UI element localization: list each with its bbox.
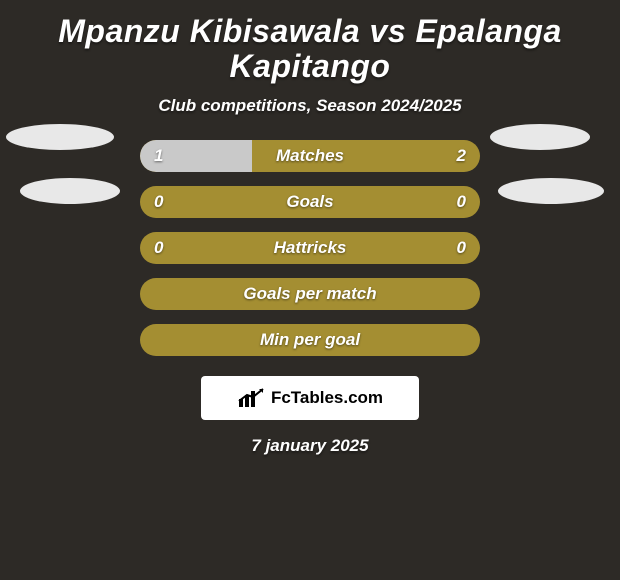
stat-bar: Matches1 2 [140,140,480,172]
stat-bars: Matches12Goals00Hattricks00Goals per mat… [0,140,620,356]
bar-value-left: 0 [154,192,163,212]
brand-box: FcTables.com [201,376,419,420]
avatar-placeholder [490,124,590,150]
bar-value-left: 0 [154,238,163,258]
bar-label: Matches [140,146,480,166]
brand-chart-icon [237,387,265,409]
bar-label: Goals per match [140,284,480,304]
bar-label: Goals [140,192,480,212]
date-footer: 7 january 2025 [0,420,620,456]
page-root: Mpanzu Kibisawala vs Epalanga Kapitango … [0,0,620,580]
avatar-placeholder [498,178,604,204]
bar-label: Hattricks [140,238,480,258]
avatar-placeholder [20,178,120,204]
page-title: Mpanzu Kibisawala vs Epalanga Kapitango [0,0,620,90]
stat-bar: Goals0 0 [140,186,480,218]
bar-value-left: 1 [154,146,163,166]
stat-bar: Goals per match [140,278,480,310]
stat-bar: Min per goal [140,324,480,356]
stat-bar: Hattricks0 0 [140,232,480,264]
brand-text: FcTables.com [271,388,383,408]
avatar-placeholder [6,124,114,150]
bar-value-right: 0 [457,192,466,212]
bar-value-right: 0 [457,238,466,258]
bar-label: Min per goal [140,330,480,350]
bar-value-right: 2 [457,146,466,166]
